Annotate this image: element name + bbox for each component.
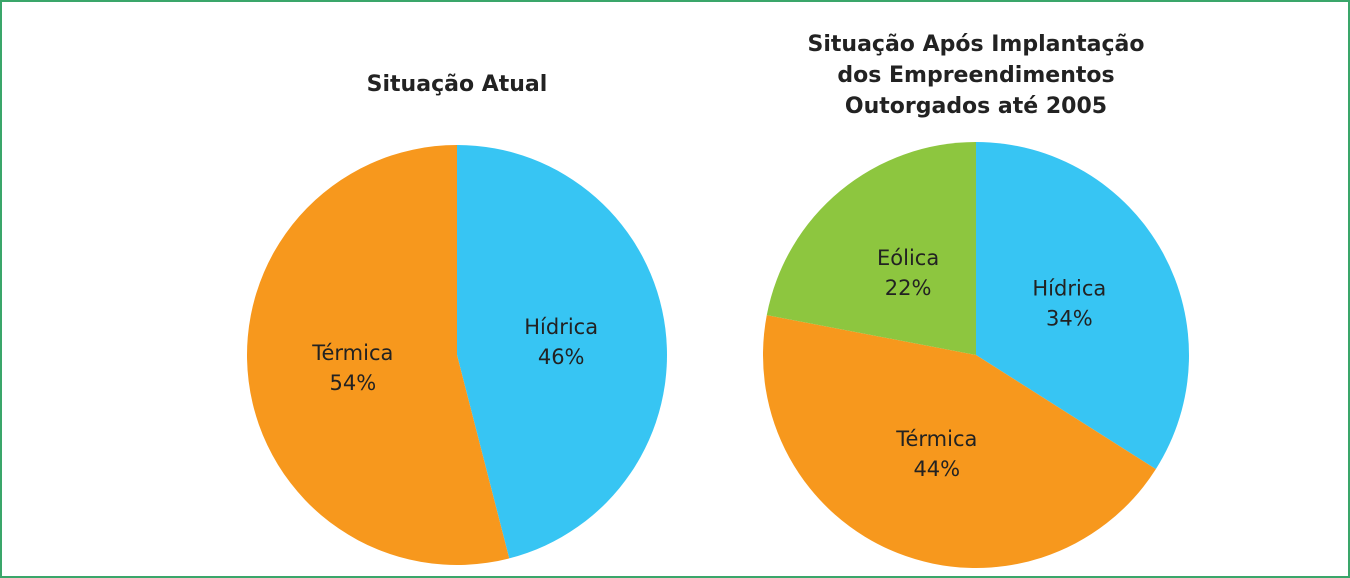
pie-slice [976,142,1189,470]
slice-label: Térmica [311,341,393,365]
slice-label: Hídrica [1032,277,1106,301]
slice-value: 46% [538,345,585,369]
slice-label: Eólica [877,246,939,270]
pie-slice [457,144,668,559]
pie-slice [766,142,976,355]
slice-label: Hídrica [524,315,598,339]
chart-title: Situação Atual [367,72,548,97]
slice-value: 22% [885,276,932,300]
chart-title: dos Empreendimentos [837,63,1114,88]
slice-label: Térmica [895,427,977,451]
chart-title: Outorgados até 2005 [845,94,1107,119]
pie-slice [247,145,510,565]
slice-value: 34% [1046,307,1093,331]
chart-title: Situação Após Implantação [808,32,1145,57]
pie-slice [763,315,1156,568]
slice-value: 54% [329,371,376,395]
slice-value: 44% [913,457,960,481]
